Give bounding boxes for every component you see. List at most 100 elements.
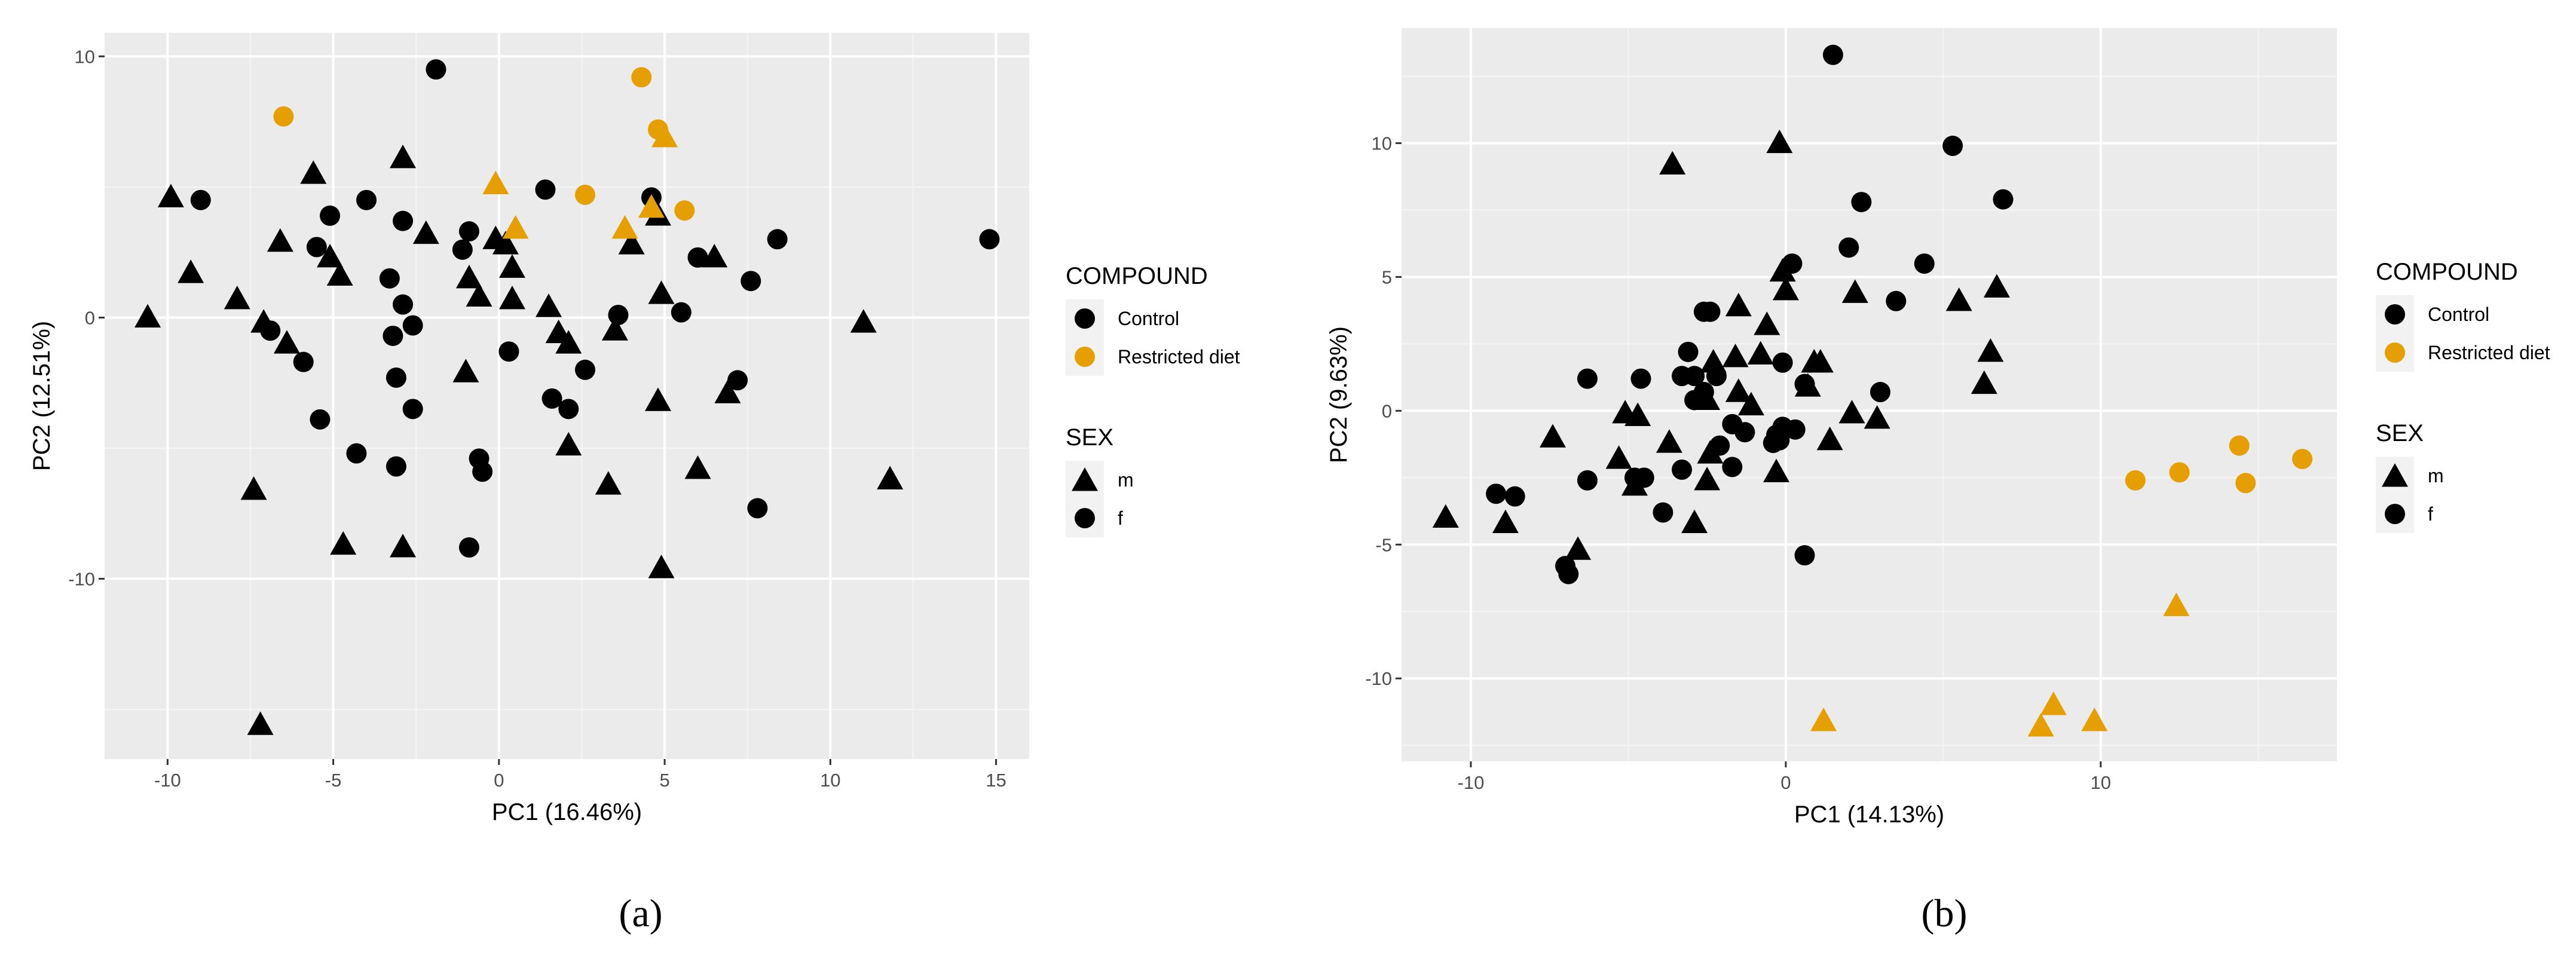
data-point-control-f [1870,382,1890,403]
data-point-control-f [671,302,692,323]
data-point-control-m [850,309,877,333]
data-point-control-f [1653,502,1674,523]
data-point-control-f [1734,422,1755,443]
plot-panel [105,33,1029,759]
legend-key-circle [2385,504,2405,524]
data-point-control-f [1914,253,1935,274]
data-point-control-m [1621,472,1648,496]
data-point-control-m [1977,338,2004,362]
data-point-control-f [741,271,761,292]
x-tick-label: 10 [2091,772,2111,793]
data-point-control-m [224,285,250,310]
data-point-control-f [402,315,423,336]
data-point-control-m [157,183,184,207]
data-point-control-m [390,534,417,558]
data-point-control-f [320,205,341,226]
data-point-control-f [346,443,367,464]
data-point-control-m [601,317,628,341]
data-point-restricted-diet-m [2081,708,2108,731]
y-axis-title: PC2 (9.63%) [1326,326,1352,463]
data-point-control-m [178,259,204,283]
data-point-control-f [452,239,473,260]
data-point-control-f [558,399,579,420]
x-axis-title: PC1 (16.46%) [492,799,642,825]
data-point-control-f [608,305,629,326]
data-point-control-m [1807,348,1834,373]
x-tick-label: 0 [1780,772,1791,793]
data-point-control-m [618,231,645,255]
data-point-restricted-diet-f [2292,448,2313,469]
data-point-control-m [555,330,582,354]
data-point-control-f [293,351,314,372]
data-point-control-m [1838,400,1865,424]
data-point-control-m [250,309,277,333]
data-point-restricted-diet-f [273,106,294,127]
data-point-control-m [1816,426,1843,451]
x-tick-label: 10 [820,770,840,791]
y-tick-label: 10 [75,46,95,67]
legend-label-control: Control [2428,304,2489,325]
data-point-control-m [1656,429,1682,453]
panel-label: (b) [1922,892,1968,935]
data-point-control-m [452,359,479,382]
y-tick-label: 5 [1382,267,1392,287]
legend-key-restricted-diet [2385,342,2405,363]
legend-label-sex-f: f [1118,507,1123,529]
data-point-control-m [1747,341,1774,365]
data-point-control-f [1794,545,1815,566]
data-point-restricted-diet-f [2125,470,2146,491]
data-point-control-f [393,210,414,231]
data-point-control-f [386,456,406,477]
data-point-control-m [412,220,439,244]
data-point-control-m [240,476,267,500]
data-point-control-f [498,341,519,362]
data-point-restricted-diet-f [2169,462,2190,483]
data-point-control-f [1630,368,1651,389]
data-point-control-m [1492,509,1519,534]
legend-title-compound: COMPOUND [1066,263,1208,289]
data-point-control-f [310,409,331,430]
data-point-control-m [267,228,293,252]
data-point-control-f [190,189,211,210]
data-point-control-f [458,221,479,242]
y-tick-label: -5 [1375,534,1392,555]
legend-label-sex-m: m [1118,469,1134,491]
data-point-control-m [1725,292,1752,317]
data-point-control-m [595,471,622,495]
data-point-control-m [555,431,582,456]
data-point-restricted-diet-f [2235,473,2256,494]
legend-key-control [2385,304,2405,325]
x-tick-label: -10 [1458,772,1485,793]
data-point-control-f [1486,483,1507,504]
data-point-control-m [536,293,562,317]
data-point-control-f [393,294,414,315]
data-point-restricted-diet-m [1810,708,1837,731]
data-point-control-m [1983,274,2010,298]
data-point-control-f [1772,352,1793,373]
data-point-control-m [644,387,671,411]
x-axis-title: PC1 (14.13%) [1794,801,1944,828]
data-point-control-f [402,399,423,420]
data-point-control-m [455,265,482,289]
data-point-control-m [499,254,526,278]
data-point-control-f [747,498,768,519]
data-point-control-f [767,229,788,250]
y-tick-label: -10 [1365,668,1392,689]
data-point-control-f [541,388,562,409]
data-point-restricted-diet-f [574,184,595,205]
data-point-control-m [300,160,327,184]
legend-label-restricted-diet: Restricted diet [2428,342,2550,363]
legend-label-control: Control [1118,308,1179,329]
data-point-control-f [1558,564,1579,584]
data-point-control-m [1754,311,1780,335]
data-point-control-f [379,268,400,289]
data-point-control-f [979,229,1000,250]
data-point-control-m [1725,378,1752,402]
data-point-control-m [1794,373,1821,397]
data-point-control-m [648,555,675,579]
data-point-control-m [273,330,300,354]
data-point-control-f [727,370,748,391]
x-tick-label: 5 [659,770,669,791]
data-point-restricted-diet-f [631,67,652,88]
data-point-restricted-diet-m [638,194,665,218]
